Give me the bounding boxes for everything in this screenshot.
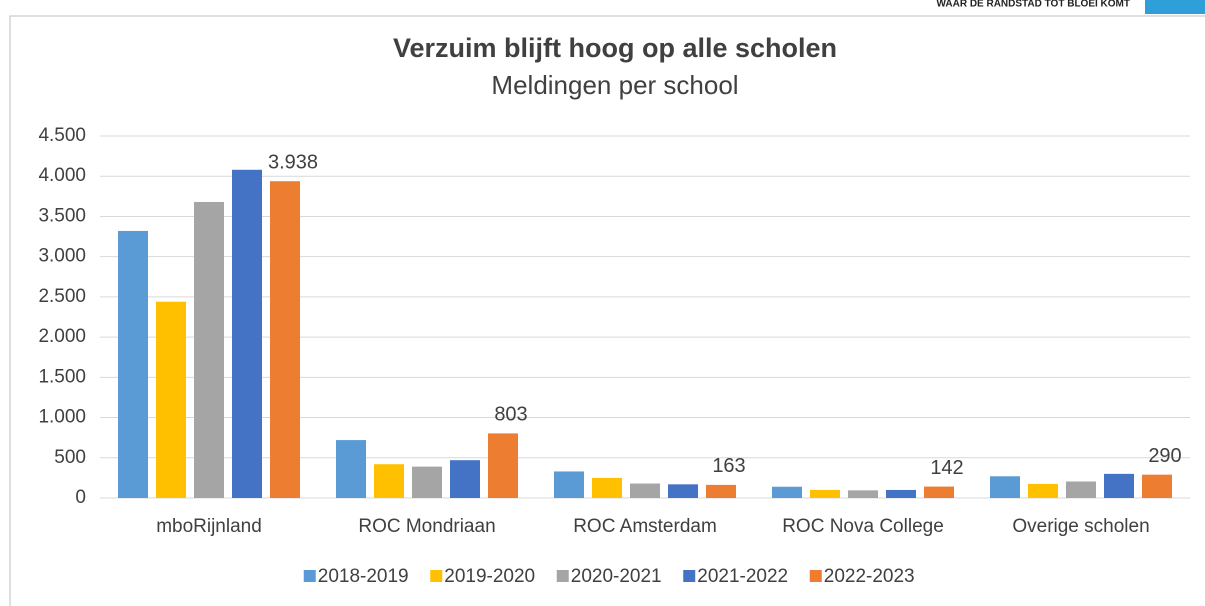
legend-label: 2020-2021 [571,566,662,587]
bar [270,181,300,498]
data-label: 142 [930,457,963,479]
header-band [0,0,1205,14]
tagline: WAAR DE RANDSTAD TOT BLOEI KOMT [936,0,1130,10]
y-tick-label: 2.500 [38,286,86,307]
legend-swatch [303,570,316,582]
bar [194,201,224,498]
bar [1142,474,1172,498]
bar [336,440,366,498]
bar [1066,481,1096,498]
legend-label: 2018-2019 [318,566,409,587]
bar [450,460,480,498]
x-tick-label: Overige scholen [1012,516,1149,537]
chart-subtitle: Meldingen per school [491,70,738,100]
bar [118,230,148,498]
y-tick-label: 3.500 [38,205,86,226]
data-label: 3.938 [268,151,318,173]
x-tick-label: ROC Amsterdam [573,516,717,537]
bar [488,433,518,498]
x-tick-label: ROC Mondriaan [358,516,495,537]
x-tick-label: mboRijnland [156,516,262,537]
x-tick-label: ROC Nova College [782,516,944,537]
y-tick-label: 3.000 [38,246,86,267]
legend-swatch [430,570,443,582]
y-tick-label: 1.500 [38,366,86,387]
bar [990,476,1020,498]
bar [668,484,698,498]
chart-title: Verzuim blijft hoog op alle scholen [393,33,837,63]
legend-label: 2022-2023 [824,566,915,587]
y-tick-label: 2.000 [38,326,86,347]
bar [1028,483,1058,498]
bar [924,486,954,498]
legend-swatch [683,570,696,582]
bar [1104,473,1134,498]
bar [374,464,404,498]
y-tick-label: 4.000 [38,165,86,186]
bar [412,466,442,498]
y-tick-label: 1.000 [38,407,86,428]
bar [592,477,622,498]
legend-label: 2021-2022 [697,566,788,587]
bar [630,483,660,498]
logo-block [1145,0,1205,14]
legend-swatch [809,570,822,582]
bar [886,489,916,498]
bar [232,169,262,498]
chart-frame [9,15,1205,606]
bar [772,486,802,498]
data-label: 290 [1148,445,1181,467]
y-tick-label: 0 [75,487,86,508]
y-tick-label: 4.500 [38,125,86,146]
y-tick-label: 500 [54,447,86,468]
legend-label: 2019-2020 [444,566,535,587]
bar [156,301,186,498]
bar [848,490,878,498]
bar [810,489,840,498]
data-label: 803 [494,404,527,426]
bar [554,471,584,498]
data-label: 163 [712,455,745,477]
bar [706,484,736,498]
legend-swatch [556,570,569,582]
